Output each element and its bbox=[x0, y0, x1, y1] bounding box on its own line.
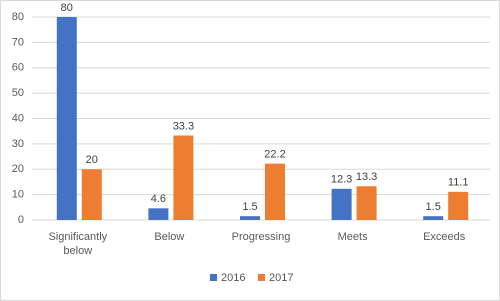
bar bbox=[265, 163, 285, 220]
bar bbox=[148, 208, 169, 220]
legend-swatch bbox=[258, 274, 265, 281]
y-tick-label: 10 bbox=[12, 189, 24, 201]
y-tick-label: 30 bbox=[12, 138, 24, 150]
data-label: 80 bbox=[61, 2, 73, 14]
data-label: 1.5 bbox=[242, 201, 257, 213]
x-tick-label: Significantly below bbox=[48, 231, 108, 257]
data-label: 4.6 bbox=[151, 193, 166, 205]
y-tick-label: 0 bbox=[18, 214, 24, 226]
bar bbox=[173, 135, 194, 220]
legend-label: 2016 bbox=[221, 272, 245, 284]
y-tick-label: 60 bbox=[12, 62, 24, 74]
data-label: 22.2 bbox=[264, 149, 285, 161]
data-label: 11.1 bbox=[448, 177, 469, 189]
data-label: 13.3 bbox=[356, 171, 377, 183]
data-label: 1.5 bbox=[426, 201, 441, 213]
x-tick-label: Meets bbox=[337, 231, 368, 243]
y-tick-label: 40 bbox=[12, 112, 24, 124]
y-tick-label: 80 bbox=[12, 11, 24, 23]
x-tick-label: Exceeds bbox=[423, 231, 466, 243]
data-label: 20 bbox=[86, 154, 98, 166]
bar bbox=[240, 216, 260, 220]
bar bbox=[331, 188, 352, 220]
y-tick-label: 70 bbox=[12, 36, 24, 48]
bar bbox=[448, 191, 469, 220]
y-tick-label: 20 bbox=[12, 163, 24, 175]
bar bbox=[56, 17, 77, 220]
x-tick-label: Below bbox=[154, 231, 185, 243]
data-label: 33.3 bbox=[173, 120, 194, 132]
legend-swatch bbox=[210, 274, 217, 281]
y-tick-label: 50 bbox=[12, 87, 24, 99]
x-tick-label: Progressing bbox=[231, 231, 291, 243]
bar bbox=[356, 186, 377, 220]
bar bbox=[81, 169, 102, 220]
legend-label: 2017 bbox=[269, 272, 293, 284]
data-label: 12.3 bbox=[331, 174, 352, 186]
bar bbox=[423, 216, 444, 220]
